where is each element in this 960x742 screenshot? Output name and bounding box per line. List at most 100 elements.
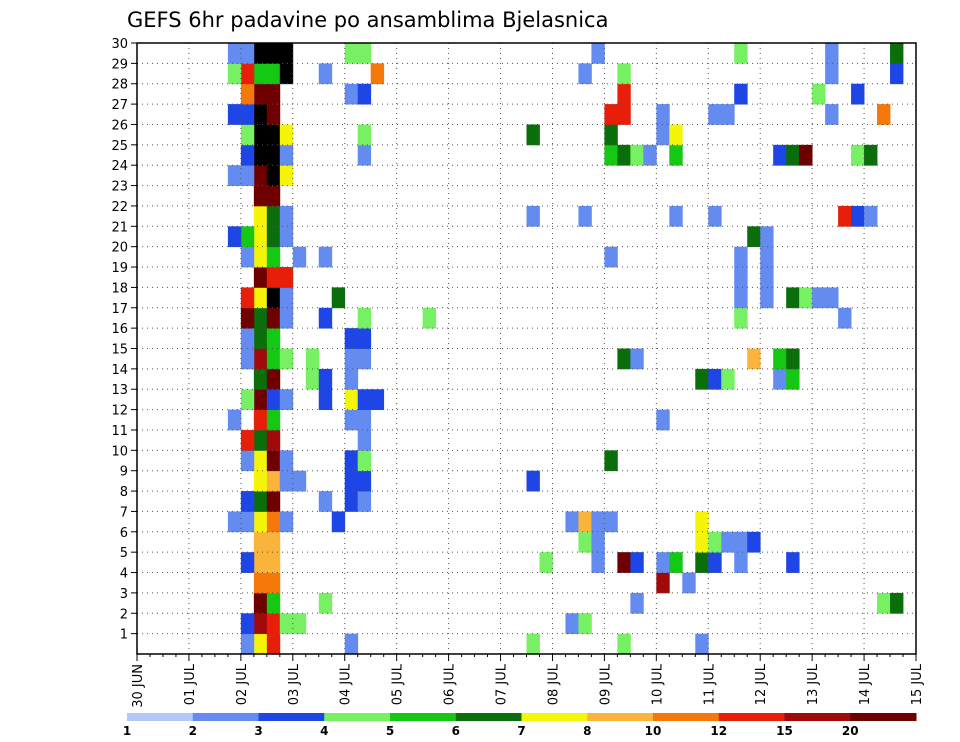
heatmap-cell: [526, 124, 540, 146]
y-tick-label: 20: [111, 241, 128, 256]
heatmap-cell: [578, 613, 592, 635]
heatmap-cell: [240, 144, 255, 166]
colorbar-label: 15: [776, 724, 793, 738]
heatmap-cell: [604, 124, 618, 146]
colorbar-swatch: [718, 713, 785, 721]
heatmap-cell: [630, 592, 644, 614]
heatmap-cell: [279, 613, 294, 635]
heatmap-cell: [825, 43, 839, 64]
heatmap-cell: [279, 470, 294, 492]
heatmap-cell: [253, 348, 268, 370]
heatmap-cell: [357, 409, 372, 431]
heatmap-cell: [617, 633, 631, 655]
heatmap-cell: [591, 531, 605, 553]
heatmap-cell: [266, 307, 281, 329]
y-tick-label: 1: [120, 628, 128, 643]
heatmap-cell: [604, 144, 618, 166]
heatmap-cell: [773, 144, 787, 166]
heatmap-cell: [799, 144, 813, 166]
heatmap-cell: [656, 552, 670, 573]
heatmap-cell: [734, 246, 748, 268]
heatmap-cell: [617, 552, 631, 573]
heatmap-cell: [344, 491, 359, 512]
heatmap-cell: [266, 185, 281, 207]
heatmap-cell: [786, 287, 800, 309]
x-tick-label: 08 JUL: [546, 663, 561, 705]
heatmap-cell: [253, 144, 268, 166]
heatmap-cell: [253, 267, 268, 288]
heatmap-cell: [253, 246, 268, 268]
heatmap-cell: [695, 531, 709, 553]
x-tick-label: 02 JUL: [235, 663, 250, 705]
heatmap-cell: [669, 552, 683, 573]
y-tick-label: 13: [111, 383, 128, 398]
heatmap-cell: [838, 205, 852, 227]
heatmap-cell: [266, 226, 281, 248]
heatmap-cell: [240, 552, 255, 573]
y-axis: 1234567891011121314151617181920212223242…: [111, 37, 137, 643]
heatmap-cell: [253, 226, 268, 248]
x-tick-label: 11 JUL: [702, 663, 717, 705]
heatmap-cell: [630, 552, 644, 573]
colorbar-label: 12: [710, 724, 727, 738]
heatmap-cell: [266, 267, 281, 288]
heatmap-cell: [318, 246, 333, 268]
y-tick-label: 22: [111, 200, 128, 215]
heatmap-cell: [344, 328, 359, 349]
heatmap-cell: [240, 43, 255, 64]
heatmap-cell: [760, 246, 774, 268]
heatmap-cell: [279, 307, 294, 329]
heatmap-cell: [305, 368, 320, 390]
heatmap-cell: [877, 104, 891, 125]
heatmap-cell: [240, 389, 255, 410]
heatmap-cell: [708, 531, 722, 553]
colorbar-swatch: [587, 713, 654, 721]
grid-lines: [137, 43, 917, 654]
heatmap-cell: [357, 144, 372, 166]
heatmap-cell: [604, 450, 618, 472]
heatmap-cell: [786, 552, 800, 573]
heatmap-cell: [734, 307, 748, 329]
heatmap-cell: [240, 450, 255, 472]
heatmap-cell: [604, 246, 618, 268]
heatmap-cell: [591, 43, 605, 64]
heatmap-cell: [266, 531, 281, 553]
heatmap-cell: [812, 287, 826, 309]
heatmap-cell: [253, 613, 268, 635]
heatmap-cell: [864, 144, 878, 166]
heatmap-cell: [760, 287, 774, 309]
y-tick-label: 2: [120, 607, 128, 622]
heatmap-cell: [734, 43, 748, 64]
heatmap-cell: [877, 592, 891, 614]
heatmap-cell: [266, 450, 281, 472]
y-tick-label: 19: [111, 261, 128, 276]
heatmap-cell: [266, 633, 281, 655]
heatmap-cell: [266, 165, 281, 186]
heatmap-cell: [565, 613, 579, 635]
heatmap-cell: [721, 104, 735, 125]
heatmap-cell: [591, 552, 605, 573]
y-tick-label: 11: [111, 424, 128, 439]
heatmap-cell: [253, 205, 268, 227]
heatmap-cell: [669, 205, 683, 227]
heatmap-cell: [240, 613, 255, 635]
heatmap-cell: [357, 389, 372, 410]
heatmap-cell: [227, 104, 242, 125]
heatmap-cell: [682, 572, 696, 594]
heatmap-cell: [643, 144, 657, 166]
heatmap-cell: [279, 348, 294, 370]
heatmap-cell: [825, 104, 839, 125]
colorbar-swatch: [192, 713, 259, 721]
heatmap-cell: [318, 368, 333, 390]
heatmap-cell: [370, 63, 385, 85]
y-tick-label: 4: [120, 567, 128, 582]
heatmap-cell: [669, 124, 683, 146]
colorbar-label: 8: [583, 724, 591, 738]
colorbar-label: 4: [320, 724, 328, 738]
heatmap-cell: [656, 124, 670, 146]
heatmap-cell: [253, 470, 268, 492]
heatmap-cell: [318, 389, 333, 410]
colorbar-swatch: [653, 713, 720, 721]
